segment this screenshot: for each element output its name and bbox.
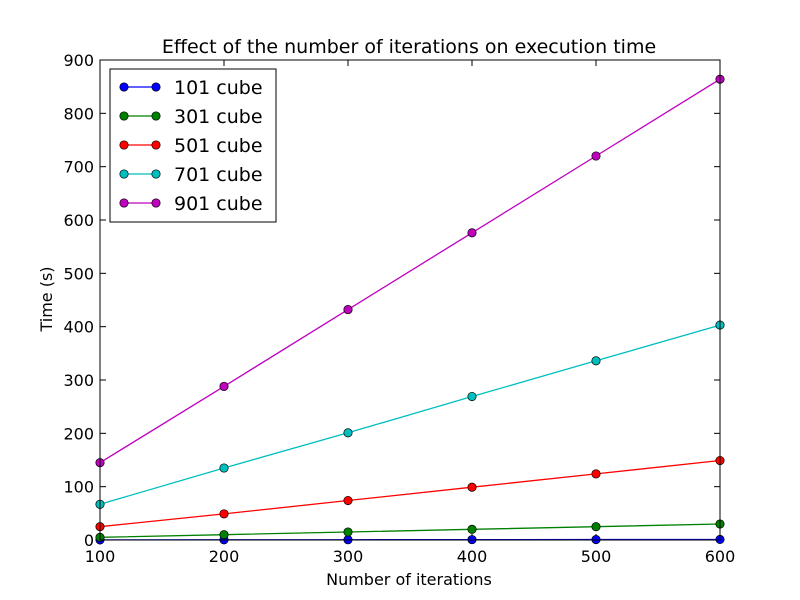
legend-marker	[151, 198, 161, 208]
series-line	[99, 523, 721, 538]
data-point	[343, 428, 353, 438]
legend-marker	[151, 169, 161, 179]
data-point	[219, 463, 229, 473]
legend-marker	[119, 198, 129, 208]
legend-marker	[119, 82, 129, 92]
legend-label: 901 cube	[174, 193, 263, 215]
x-tick-label: 600	[705, 547, 736, 566]
y-tick-label: 300	[63, 371, 94, 390]
y-tick-label: 600	[63, 211, 94, 230]
legend-marker	[119, 111, 129, 121]
y-tick-label: 700	[63, 158, 94, 177]
legend-label: 101 cube	[174, 77, 263, 99]
series-line	[99, 459, 721, 528]
data-point	[343, 495, 353, 506]
chart-title: Effect of the number of iterations on ex…	[162, 36, 656, 58]
data-point	[467, 228, 477, 238]
legend: 101 cube 301 cube 501 cube 701 cube 901 cube	[109, 68, 277, 223]
data-point	[467, 482, 477, 492]
data-point	[591, 356, 601, 366]
data-point	[219, 381, 229, 391]
legend-marker	[151, 140, 161, 150]
data-point	[343, 305, 353, 315]
legend-marker	[119, 140, 129, 150]
y-axis-title: Time (s)	[37, 266, 56, 332]
legend-marker	[151, 82, 161, 92]
y-tick-label: 900	[63, 51, 94, 70]
plot-frame	[99, 59, 721, 541]
y-tick-label: 800	[63, 104, 94, 123]
x-tick-label: 100	[85, 547, 116, 566]
series-line	[99, 324, 721, 505]
data-point	[467, 391, 477, 402]
x-tick-label: 200	[209, 547, 240, 566]
data-point	[343, 527, 353, 537]
y-tick-label: 100	[63, 478, 94, 497]
y-tick-label: 200	[63, 424, 94, 443]
x-axis-title: Number of iterations	[326, 570, 492, 589]
data-point	[219, 509, 229, 519]
data-point	[591, 469, 601, 479]
data-point	[591, 151, 601, 161]
legend-label: 701 cube	[174, 164, 263, 186]
y-tick-label: 0	[84, 531, 94, 550]
data-point	[219, 530, 229, 540]
legend-marker	[119, 169, 129, 179]
legend-label: 501 cube	[174, 135, 263, 157]
y-tick-label: 500	[63, 264, 94, 283]
plot-area: 100 200 300 400 500 6000100200300400500600700…	[63, 51, 735, 566]
x-tick-label: 300	[333, 547, 364, 566]
legend-label: 301 cube	[174, 106, 263, 128]
legend-marker	[151, 111, 161, 121]
y-tick-label: 400	[63, 318, 94, 337]
x-tick-label: 500	[581, 547, 612, 566]
data-point	[591, 522, 601, 532]
series-line	[99, 78, 721, 464]
x-tick-label: 400	[457, 547, 488, 566]
data-point	[467, 524, 477, 534]
